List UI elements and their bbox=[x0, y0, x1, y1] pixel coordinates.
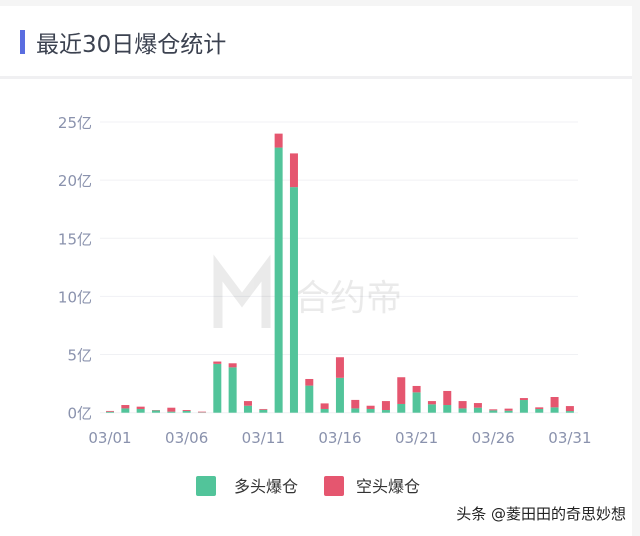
bar-long-03/04[interactable] bbox=[151, 410, 160, 413]
bar-short-03/05[interactable] bbox=[167, 407, 176, 412]
bar-short-03/29[interactable] bbox=[535, 407, 544, 409]
bar-long-03/01[interactable] bbox=[106, 411, 114, 413]
bar-long-03/21[interactable] bbox=[412, 392, 421, 413]
bar-long-03/16[interactable] bbox=[335, 377, 344, 413]
bar-long-03/09[interactable] bbox=[228, 367, 237, 413]
legend[interactable]: 多头爆仓 空头爆仓 bbox=[196, 476, 420, 496]
bar-long-03/28[interactable] bbox=[519, 400, 528, 413]
bar-short-03/21[interactable] bbox=[412, 385, 421, 393]
bar-short-03/22[interactable] bbox=[427, 401, 436, 405]
watermark-logo bbox=[213, 254, 271, 328]
bar-long-03/06[interactable] bbox=[182, 410, 191, 413]
bar-long-03/31[interactable] bbox=[565, 411, 574, 413]
y-tick-label: 0亿 bbox=[67, 405, 92, 423]
x-tick-label: 03/31 bbox=[548, 429, 591, 447]
bar-long-03/19[interactable] bbox=[381, 410, 390, 413]
bar-short-03/12[interactable] bbox=[274, 133, 283, 148]
bar-long-03/30[interactable] bbox=[550, 407, 559, 413]
legend-label-long[interactable]: 多头爆仓 bbox=[234, 477, 298, 496]
bar-short-03/13[interactable] bbox=[289, 153, 298, 188]
bar-short-03/16[interactable] bbox=[335, 357, 344, 378]
bar-short-03/24[interactable] bbox=[458, 401, 467, 409]
legend-label-short[interactable]: 空头爆仓 bbox=[356, 477, 420, 496]
bar-short-03/03[interactable] bbox=[136, 406, 145, 409]
bar-short-03/28[interactable] bbox=[519, 398, 528, 401]
bar-long-03/25[interactable] bbox=[473, 407, 482, 413]
bar-long-03/03[interactable] bbox=[136, 408, 145, 413]
bar-long-03/24[interactable] bbox=[458, 408, 467, 413]
legend-swatch-long bbox=[196, 476, 216, 496]
bar-short-03/18[interactable] bbox=[366, 405, 375, 409]
bar-long-03/08[interactable] bbox=[213, 363, 222, 413]
bar-short-03/01[interactable] bbox=[106, 410, 114, 412]
bar-long-03/14[interactable] bbox=[305, 385, 314, 413]
x-tick-label: 03/01 bbox=[88, 429, 131, 447]
x-tick-label: 03/06 bbox=[165, 429, 208, 447]
bar-short-03/14[interactable] bbox=[305, 378, 314, 386]
bar-short-03/17[interactable] bbox=[351, 399, 360, 409]
bar-long-03/13[interactable] bbox=[289, 187, 298, 413]
bar-short-03/20[interactable] bbox=[397, 377, 406, 404]
chart-card: 最近30日爆仓统计 bbox=[0, 6, 632, 536]
y-tick-label: 15亿 bbox=[58, 230, 92, 248]
x-tick-label: 03/16 bbox=[318, 429, 361, 447]
bar-short-03/07[interactable] bbox=[197, 411, 206, 413]
bar-short-03/19[interactable] bbox=[381, 401, 390, 411]
bar-short-03/25[interactable] bbox=[473, 403, 482, 408]
bar-long-03/05[interactable] bbox=[167, 411, 176, 413]
bar-long-03/17[interactable] bbox=[351, 408, 360, 413]
bar-long-03/02[interactable] bbox=[121, 408, 130, 413]
bar-short-03/30[interactable] bbox=[550, 397, 559, 408]
footer-credit: 头条 @菱田田的奇思妙想 bbox=[456, 505, 626, 523]
bar-long-03/15[interactable] bbox=[320, 408, 329, 413]
watermark-text: 合约帝 bbox=[294, 278, 402, 319]
card-title: 最近30日爆仓统计 bbox=[36, 32, 227, 58]
bar-short-03/26[interactable] bbox=[489, 409, 498, 411]
bar-short-03/15[interactable] bbox=[320, 403, 329, 409]
bar-short-03/23[interactable] bbox=[443, 390, 452, 406]
legend-swatch-short bbox=[324, 476, 344, 496]
x-tick-label: 03/11 bbox=[242, 429, 285, 447]
bar-long-03/27[interactable] bbox=[504, 410, 513, 413]
bar-long-03/23[interactable] bbox=[443, 405, 452, 413]
x-tick-label: 03/26 bbox=[472, 429, 515, 447]
bar-short-03/31[interactable] bbox=[565, 406, 574, 412]
bar-short-03/02[interactable] bbox=[121, 405, 130, 409]
bar-short-03/06[interactable] bbox=[182, 410, 191, 411]
bar-short-03/27[interactable] bbox=[504, 408, 513, 411]
y-tick-label: 10亿 bbox=[58, 288, 92, 306]
bar-long-03/11[interactable] bbox=[259, 409, 268, 413]
y-tick-label: 20亿 bbox=[58, 172, 92, 190]
bar-short-03/10[interactable] bbox=[243, 401, 252, 406]
x-tick-label: 03/21 bbox=[395, 429, 438, 447]
watermark: 合约帝 bbox=[213, 254, 402, 328]
bar-long-03/12[interactable] bbox=[274, 147, 283, 413]
bar-short-03/08[interactable] bbox=[213, 361, 222, 364]
y-tick-label: 25亿 bbox=[58, 114, 92, 132]
bar-long-03/10[interactable] bbox=[243, 405, 252, 413]
bar-long-03/22[interactable] bbox=[427, 404, 436, 413]
card-header: 最近30日爆仓统计 bbox=[0, 6, 632, 79]
bar-long-03/20[interactable] bbox=[397, 403, 406, 413]
title-accent-bar bbox=[20, 30, 25, 54]
y-tick-label: 5亿 bbox=[67, 347, 92, 365]
bar-long-03/26[interactable] bbox=[489, 410, 498, 413]
bar-short-03/11[interactable] bbox=[259, 408, 268, 410]
bar-short-03/09[interactable] bbox=[228, 363, 237, 368]
bar-long-03/29[interactable] bbox=[535, 408, 544, 413]
bar-long-03/18[interactable] bbox=[366, 408, 375, 413]
